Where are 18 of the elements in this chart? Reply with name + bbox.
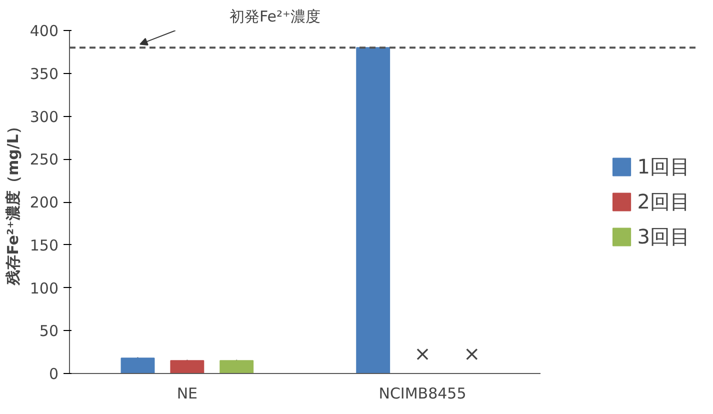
x-tick-label: NE xyxy=(176,384,198,402)
y-axis-title: 残存Fe²⁺濃度（mg/L） xyxy=(4,119,22,286)
y-tick-label: 300 xyxy=(30,108,59,126)
y-tick-label: 50 xyxy=(39,322,59,340)
y-tick-label: 250 xyxy=(30,150,59,169)
annotation: × xyxy=(414,342,431,366)
y-tick-label: 350 xyxy=(30,64,59,83)
ref-line-label: 初発Fe²⁺濃度 xyxy=(230,8,320,26)
legend-label: 1回目 xyxy=(637,153,690,180)
legend-label: 2回目 xyxy=(637,188,690,215)
y-tick-label: 200 xyxy=(30,194,59,212)
annotation: × xyxy=(464,342,480,366)
y-tick-label: 0 xyxy=(48,365,59,383)
legend-label: 3回目 xyxy=(637,223,690,250)
y-tick-label: 400 xyxy=(30,22,59,40)
y-tick-label: 150 xyxy=(30,236,59,254)
y-tick-label: 100 xyxy=(30,279,59,298)
x-tick-label: NCIMB8455 xyxy=(378,384,466,402)
